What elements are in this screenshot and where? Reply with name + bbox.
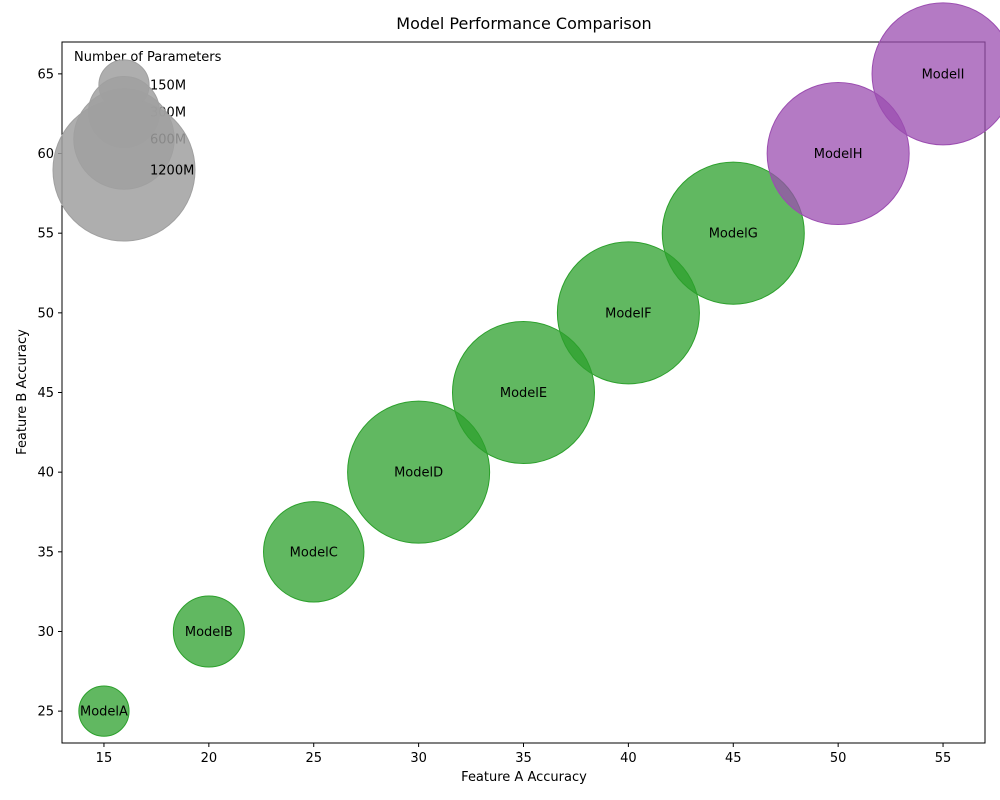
point-label-modelh: ModelH (814, 147, 863, 162)
x-axis: 15 20 25 30 35 40 45 50 55 (96, 743, 952, 766)
bubble-modele (451, 320, 596, 465)
bubble-modeld (347, 400, 491, 544)
x-tick-label: 55 (935, 751, 952, 766)
bubble-modelh (766, 82, 910, 226)
x-tick-label: 35 (515, 751, 532, 766)
y-tick-label: 60 (37, 147, 54, 162)
bubble-modelg (661, 161, 805, 305)
x-tick-label: 45 (725, 751, 742, 766)
legend-entries: 150M300M600M1200M (52, 59, 196, 242)
y-tick-label: 55 (37, 227, 54, 242)
point-label-modelb: ModelB (185, 625, 233, 640)
y-axis-label: Feature B Accuracy (15, 329, 30, 455)
y-tick-label: 45 (37, 386, 54, 401)
point-label-modelg: ModelG (709, 227, 758, 242)
point-label-modelf: ModelF (605, 306, 652, 321)
bubble-modela (78, 685, 130, 737)
bubble-modelf (556, 241, 700, 385)
bubble-modelb (172, 595, 245, 668)
bubble-modeli (871, 2, 1000, 146)
y-tick-label: 35 (37, 545, 54, 560)
x-tick-label: 30 (410, 751, 427, 766)
point-labels: ModelA ModelB ModelC ModelD ModelE ModelF Mode… (80, 67, 964, 719)
legend-label: 150M (150, 79, 186, 94)
x-axis-label: Feature A Accuracy (461, 770, 587, 785)
point-label-modeld: ModelD (394, 466, 443, 481)
chart-title: Model Performance Comparison (396, 14, 651, 33)
bubble-modelc (263, 501, 365, 603)
x-tick-label: 20 (201, 751, 218, 766)
x-tick-label: 40 (620, 751, 637, 766)
y-tick-label: 30 (37, 625, 54, 640)
x-tick-label: 25 (305, 751, 322, 766)
size-legend: Number of Parameters 150M300M600M1200M (52, 50, 222, 242)
y-tick-label: 50 (37, 306, 54, 321)
y-tick-label: 25 (37, 705, 54, 720)
legend-title: Number of Parameters (74, 50, 222, 65)
point-label-modele: ModelE (500, 386, 547, 401)
point-label-modelc: ModelC (290, 545, 338, 560)
legend-bubble (52, 98, 196, 242)
point-label-modeli: ModelI (922, 67, 965, 82)
y-tick-label: 65 (37, 67, 54, 82)
y-tick-label: 40 (37, 466, 54, 481)
x-tick-label: 15 (96, 751, 113, 766)
bubble-series (78, 2, 1000, 737)
legend-label: 1200M (150, 164, 194, 179)
point-label-modela: ModelA (80, 705, 128, 720)
plot-area: ModelA ModelB ModelC ModelD ModelE ModelF Mode… (61, 2, 1000, 744)
x-tick-label: 50 (830, 751, 847, 766)
